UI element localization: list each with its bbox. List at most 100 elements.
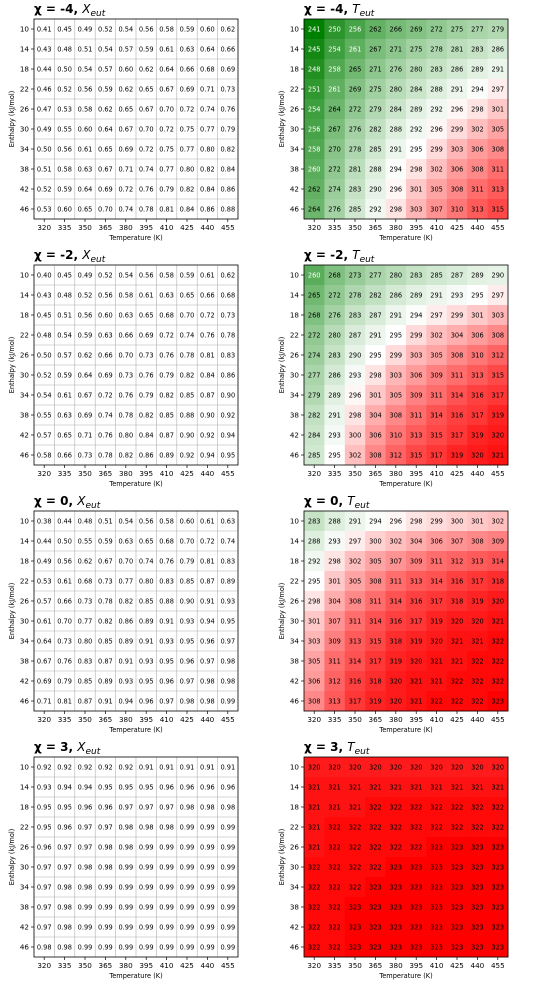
- cell-value-label: 281: [451, 45, 464, 53]
- heatmap-cell: [136, 571, 157, 592]
- cell-value-label: 0.92: [57, 763, 72, 771]
- cell-value-label: 299: [451, 125, 464, 133]
- cell-value-label: 307: [328, 617, 341, 625]
- heatmap-cell: [365, 917, 386, 938]
- cell-value-label: 283: [349, 311, 362, 319]
- cell-value-label: 0.98: [220, 677, 235, 685]
- cell-value-label: 320: [492, 431, 505, 439]
- heatmap-cell: [487, 837, 509, 858]
- cell-value-label: 0.45: [57, 271, 72, 279]
- heatmap-cell: [467, 631, 488, 652]
- heatmap-cell: [344, 571, 366, 592]
- heatmap-cell: [156, 691, 178, 712]
- cell-value-label: 296: [430, 125, 443, 133]
- cell-value-label: 285: [369, 145, 382, 153]
- cell-value-label: 305: [390, 391, 403, 399]
- cell-value-label: 0.72: [200, 537, 215, 545]
- cell-value-label: 0.86: [118, 617, 133, 625]
- heatmap-cell: [467, 405, 488, 426]
- grid-lines: [34, 757, 238, 957]
- y-tick-label: 26: [20, 597, 30, 606]
- cell-value-label: 306: [430, 537, 443, 545]
- heatmap-cell: [385, 877, 407, 898]
- heatmap-cell: [136, 511, 157, 532]
- cell-value-label: 279: [308, 391, 321, 399]
- y-tick-label: 42: [20, 923, 29, 932]
- cell-value-label: 323: [390, 943, 403, 951]
- heatmap-cell: [487, 345, 509, 366]
- heatmap-cell: [95, 591, 116, 612]
- cell-value-label: 0.54: [118, 517, 133, 525]
- heatmap-cell: [344, 611, 366, 632]
- cell-value-label: 321: [410, 783, 423, 791]
- heatmap-cell: [467, 139, 488, 160]
- cell-value-label: 306: [471, 331, 484, 339]
- y-tick-label: 42: [290, 431, 299, 440]
- cell-value-label: 273: [349, 271, 362, 279]
- heatmap-cell: [74, 817, 96, 838]
- heatmap-cell: [324, 199, 346, 220]
- heatmap-cell: [217, 857, 239, 878]
- cell-value-label: 322: [451, 803, 464, 811]
- heatmap-cell: [344, 265, 366, 286]
- heatmap-cell: [487, 365, 509, 386]
- cell-value-label: 0.82: [220, 145, 235, 153]
- cell-value-label: 0.54: [98, 45, 113, 53]
- heatmap-cell: [365, 937, 386, 958]
- cell-value-label: 0.72: [180, 105, 195, 113]
- heatmap-cell: [304, 79, 325, 100]
- y-tick-label: 18: [20, 311, 30, 320]
- heatmap-cell: [406, 425, 427, 446]
- cell-value-label: 323: [349, 943, 362, 951]
- y-tick-label: 18: [20, 557, 30, 566]
- heatmap-cell: [95, 119, 116, 140]
- heatmap-cell: [54, 591, 76, 612]
- cell-value-label: 320: [328, 763, 341, 771]
- heatmap-cell: [365, 365, 386, 386]
- cell-value-label: 303: [390, 371, 403, 379]
- heatmap-cell: [176, 39, 198, 60]
- heatmap-cell: [217, 671, 239, 692]
- cell-value-label: 0.91: [118, 657, 133, 665]
- cell-value-label: 0.64: [78, 185, 93, 193]
- heatmap-cell: [304, 691, 325, 712]
- cell-value-label: 264: [328, 105, 341, 113]
- cell-value-label: 0.77: [200, 125, 215, 133]
- cell-value-label: 0.63: [118, 537, 133, 545]
- heatmap-cell: [136, 385, 157, 406]
- y-tick-label: 42: [290, 185, 299, 194]
- cell-value-label: 323: [471, 923, 484, 931]
- heatmap-cell: [74, 571, 96, 592]
- cell-value-label: 0.91: [220, 763, 235, 771]
- cell-value-label: 310: [390, 431, 403, 439]
- cell-value-label: 322: [471, 803, 484, 811]
- cell-value-label: 0.56: [57, 557, 72, 565]
- cell-value-label: 321: [308, 843, 321, 851]
- cell-value-label: 312: [451, 557, 464, 565]
- cell-value-label: 289: [410, 105, 423, 113]
- heatmap-cell: [426, 19, 448, 40]
- heatmap-cell: [54, 285, 76, 306]
- heatmap-cell: [385, 671, 407, 692]
- heatmap-cell: [74, 345, 96, 366]
- heatmap-cell: [304, 179, 325, 200]
- cell-value-label: 0.95: [98, 783, 113, 791]
- cell-value-label: 0.97: [37, 883, 52, 891]
- heatmap-cell: [176, 551, 198, 572]
- y-axis-label: Enthalpy (kJ/mol): [278, 337, 286, 394]
- cell-value-label: 0.48: [57, 291, 72, 299]
- heatmap-cell: [385, 345, 407, 366]
- cell-value-label: 0.78: [139, 205, 154, 213]
- y-tick-label: 46: [20, 943, 30, 952]
- cell-value-label: 295: [390, 331, 403, 339]
- heatmap-cell: [115, 651, 137, 672]
- cell-value-label: 323: [390, 863, 403, 871]
- cell-value-label: 0.79: [159, 185, 174, 193]
- y-tick-label: 30: [290, 371, 300, 380]
- heatmap-cell: [467, 917, 488, 938]
- heatmap-cell: [385, 325, 407, 346]
- cell-value-label: 262: [369, 25, 382, 33]
- cell-value-label: 308: [451, 185, 464, 193]
